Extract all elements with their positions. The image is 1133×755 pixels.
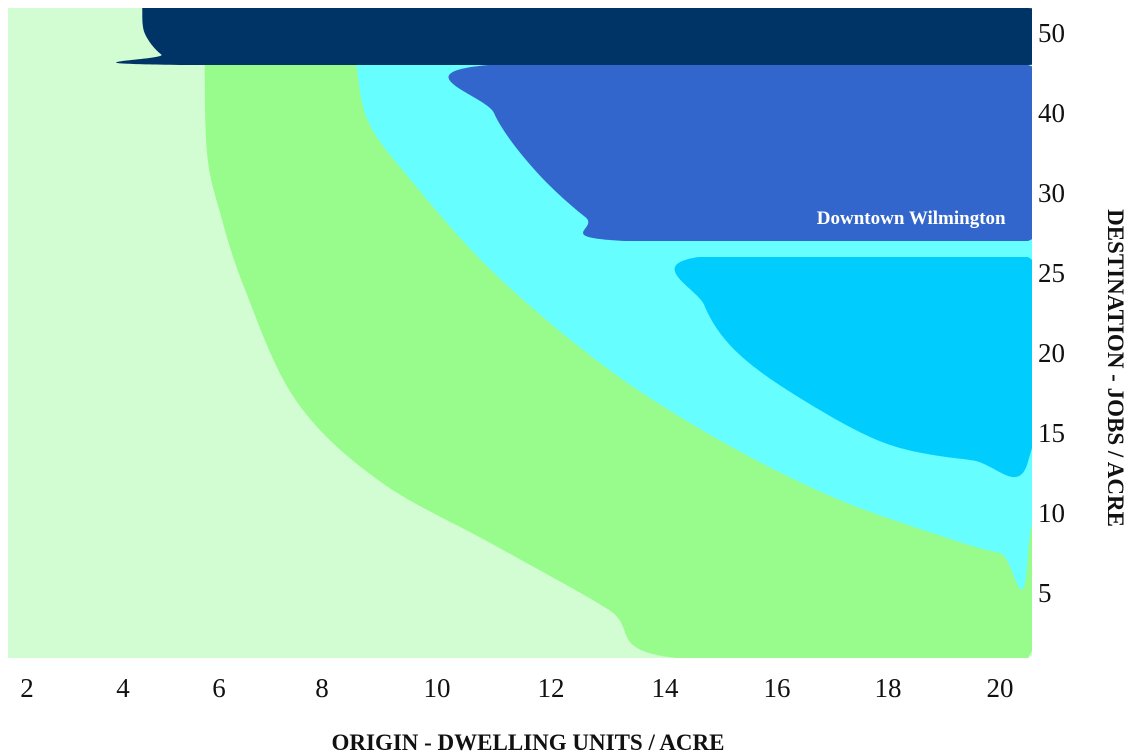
y-tick-label: 15 [1038, 418, 1065, 448]
x-tick-label: 10 [424, 673, 451, 703]
x-tick-label: 20 [987, 673, 1014, 703]
x-tick-label: 6 [212, 673, 226, 703]
y-tick-label: 30 [1038, 178, 1065, 208]
y-tick-labels: 5 10 15 20 25 30 40 50 [1038, 18, 1065, 608]
x-tick-label: 14 [652, 673, 680, 703]
annotation-downtown-wilmington: Downtown Wilmington [817, 208, 1006, 229]
y-tick-label: 5 [1038, 578, 1052, 608]
zone-5 [448, 65, 1032, 241]
y-tick-label: 10 [1038, 498, 1065, 528]
x-tick-label: 8 [315, 673, 329, 703]
zones-layer [8, 8, 1032, 658]
x-tick-label: 2 [20, 673, 34, 703]
zone-6 [116, 8, 1032, 65]
x-tick-label: 4 [116, 673, 130, 703]
x-tick-label: 12 [538, 673, 565, 703]
x-tick-label: 16 [764, 673, 791, 703]
y-tick-label: 20 [1038, 338, 1065, 368]
x-tick-label: 18 [875, 673, 902, 703]
y-axis-title: DESTINATION - JOBS / ACRE [1103, 209, 1128, 527]
y-tick-label: 25 [1038, 258, 1065, 288]
x-axis-title: ORIGIN - DWELLING UNITS / ACRE [332, 730, 725, 755]
y-tick-label: 40 [1038, 98, 1065, 128]
x-tick-labels: 2 4 6 8 10 12 14 16 18 20 [20, 673, 1013, 703]
zone-4 [674, 257, 1032, 477]
y-tick-label: 50 [1038, 18, 1065, 48]
